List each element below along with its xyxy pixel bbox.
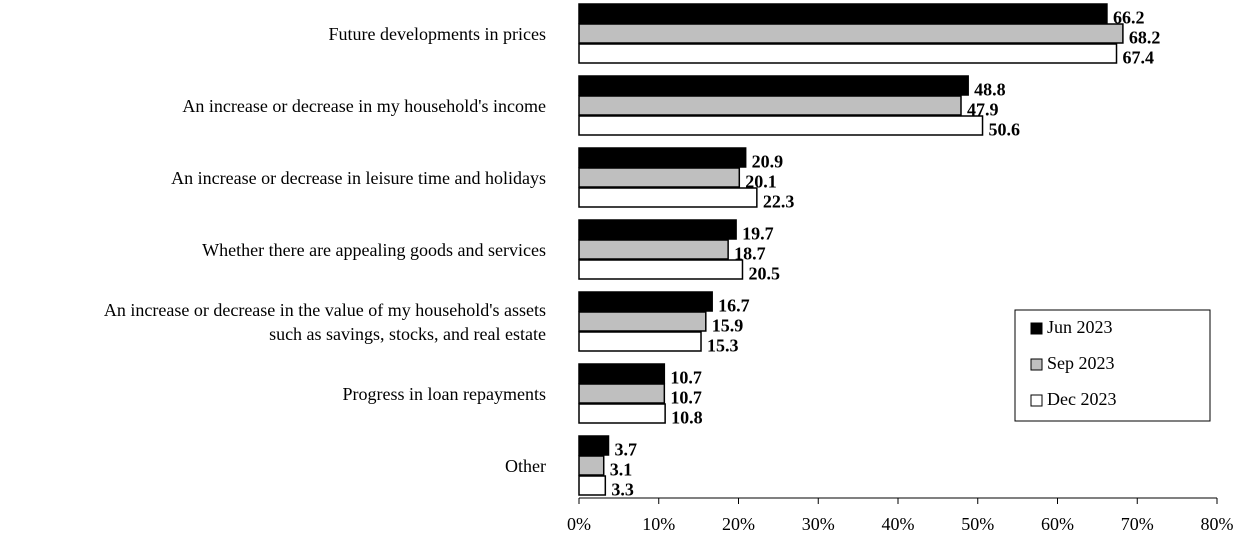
value-label: 10.7: [670, 388, 702, 408]
bar: [578, 147, 747, 168]
category-label: An increase or decrease in my household'…: [182, 95, 546, 116]
bar: [578, 115, 984, 136]
value-label: 15.3: [707, 336, 739, 356]
bar: [578, 383, 666, 404]
value-label: 20.1: [745, 172, 777, 192]
x-tick-label: 70%: [1121, 514, 1154, 534]
value-label: 3.7: [615, 440, 638, 460]
value-label: 67.4: [1123, 48, 1155, 68]
x-tick-label: 20%: [722, 514, 755, 534]
bar: [578, 475, 607, 496]
legend-swatch: [1030, 322, 1043, 335]
value-label: 16.7: [718, 296, 750, 316]
bar: [578, 3, 1108, 24]
x-tick-label: 60%: [1041, 514, 1074, 534]
bar: [578, 239, 729, 260]
bar: [578, 23, 1124, 44]
x-tick-label: 40%: [882, 514, 915, 534]
value-label: 18.7: [734, 244, 766, 264]
value-label: 19.7: [742, 224, 774, 244]
bar: [578, 259, 744, 280]
x-tick-label: 30%: [802, 514, 835, 534]
bar: [578, 219, 737, 240]
bar: [578, 95, 962, 116]
value-label: 22.3: [763, 192, 795, 212]
category-label: An increase or decrease in leisure time …: [171, 167, 546, 188]
value-label: 20.5: [748, 264, 780, 284]
category-label: Whether there are appealing goods and se…: [202, 239, 546, 260]
value-label: 66.2: [1113, 8, 1145, 28]
bar: [578, 403, 666, 424]
x-tick-label: 10%: [642, 514, 675, 534]
legend-label: Sep 2023: [1047, 353, 1115, 373]
value-label: 48.8: [974, 80, 1006, 100]
x-tick-label: 0%: [567, 514, 591, 534]
bar: [578, 331, 702, 352]
bar: [578, 291, 713, 312]
legend-label: Dec 2023: [1047, 389, 1116, 409]
legend-box: [1014, 309, 1211, 422]
value-label: 10.8: [671, 408, 703, 428]
value-label: 15.9: [712, 316, 744, 336]
value-label: 47.9: [967, 100, 999, 120]
x-tick-label: 50%: [961, 514, 994, 534]
value-label: 3.3: [611, 480, 634, 500]
value-label: 3.1: [610, 460, 633, 480]
category-label: An increase or decrease in the value of …: [103, 299, 546, 344]
value-label: 10.7: [670, 368, 702, 388]
category-label: Future developments in prices: [328, 23, 546, 44]
value-label: 20.9: [752, 152, 784, 172]
bar: [578, 75, 969, 96]
bar: [578, 363, 666, 384]
bar: [578, 167, 741, 188]
bar: [578, 435, 610, 456]
bar: [578, 455, 605, 476]
category-label: Progress in loan repayments: [342, 383, 546, 404]
category-label: Other: [505, 455, 546, 476]
value-label: 50.6: [989, 120, 1021, 140]
bar: [578, 43, 1118, 64]
bar: [578, 311, 707, 332]
x-tick-label: 80%: [1201, 514, 1234, 534]
legend-swatch: [1030, 394, 1043, 407]
bar: [578, 187, 758, 208]
value-label: 68.2: [1129, 28, 1161, 48]
legend-swatch: [1030, 358, 1043, 371]
legend-label: Jun 2023: [1047, 317, 1113, 337]
